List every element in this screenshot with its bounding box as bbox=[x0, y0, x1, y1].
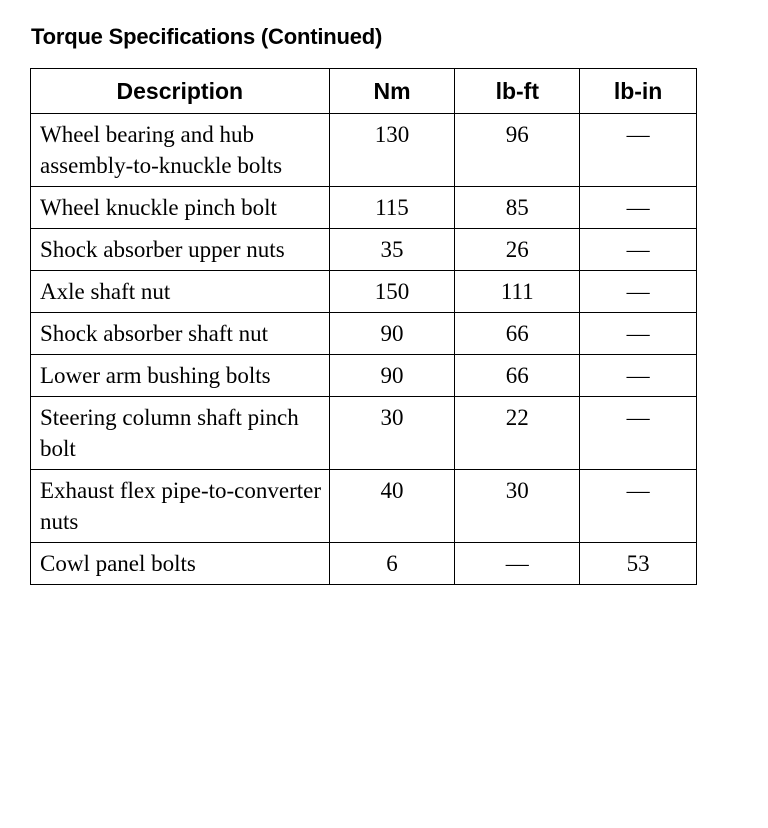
cell-lb-ft: 111 bbox=[454, 270, 581, 313]
header-lb-in: lb-in bbox=[579, 68, 697, 114]
cell-lb-in: — bbox=[579, 396, 697, 470]
cell-nm: 90 bbox=[328, 312, 456, 355]
cell-description: Steering column shaft pinch bolt bbox=[30, 396, 330, 470]
cell-lb-ft: 96 bbox=[454, 113, 581, 187]
cell-description: Cowl panel bolts bbox=[30, 542, 330, 585]
cell-lb-in: — bbox=[579, 354, 697, 397]
cell-lb-in: — bbox=[579, 228, 697, 271]
cell-lb-in: — bbox=[579, 270, 697, 313]
cell-description: Shock absorber shaft nut bbox=[30, 312, 330, 355]
table-row: Axle shaft nut 150 111— bbox=[30, 270, 697, 313]
cell-nm: 30 bbox=[328, 396, 456, 470]
header-description: Description bbox=[30, 68, 330, 114]
cell-nm: 115 bbox=[328, 186, 456, 229]
table-row: Lower arm bushing bolts 90 66— bbox=[30, 354, 697, 397]
cell-description: Wheel knuckle pinch bolt bbox=[30, 186, 330, 229]
table-row: Shock absorber upper nuts 35 26— bbox=[30, 228, 697, 271]
table-row: Steering column shaft pinch bolt 30 22— bbox=[30, 396, 697, 470]
table-row: Wheel bearing and hub assembly-to-knuckl… bbox=[30, 113, 697, 187]
cell-lb-ft: 30 bbox=[454, 469, 581, 543]
cell-description: Wheel bearing and hub assembly-to-knuckl… bbox=[30, 113, 330, 187]
table-header-row: Description Nm lb-ft lb-in bbox=[30, 68, 697, 114]
cell-lb-ft: 26 bbox=[454, 228, 581, 271]
cell-nm: 90 bbox=[328, 354, 456, 397]
cell-lb-in: 53 bbox=[579, 542, 697, 585]
cell-lb-ft: 22 bbox=[454, 396, 581, 470]
cell-lb-ft: 66 bbox=[454, 354, 581, 397]
table-row: Shock absorber shaft nut 90 66— bbox=[30, 312, 697, 355]
cell-lb-in: — bbox=[579, 186, 697, 229]
cell-nm: 6 bbox=[328, 542, 456, 585]
table-row: Exhaust flex pipe-to-converter nuts 40 30— bbox=[30, 469, 697, 543]
cell-lb-in: — bbox=[579, 312, 697, 355]
table-row: Cowl panel bolts 6—53 bbox=[30, 542, 697, 585]
cell-description: Axle shaft nut bbox=[30, 270, 330, 313]
cell-lb-in: — bbox=[579, 469, 697, 543]
table-row: Wheel knuckle pinch bolt 115 85— bbox=[30, 186, 697, 229]
cell-description: Shock absorber upper nuts bbox=[30, 228, 330, 271]
cell-nm: 150 bbox=[328, 270, 456, 313]
torque-spec-table: Description Nm lb-ft lb-in Wheel bearing… bbox=[30, 68, 697, 585]
cell-nm: 35 bbox=[328, 228, 456, 271]
cell-lb-ft: 85 bbox=[454, 186, 581, 229]
cell-nm: 40 bbox=[328, 469, 456, 543]
cell-lb-in: — bbox=[579, 113, 697, 187]
header-lb-ft: lb-ft bbox=[454, 68, 581, 114]
header-nm: Nm bbox=[328, 68, 456, 114]
page-title: Torque Specifications (Continued) bbox=[31, 24, 383, 49]
cell-nm: 130 bbox=[328, 113, 456, 187]
cell-description: Exhaust flex pipe-to-converter nuts bbox=[30, 469, 330, 543]
cell-lb-ft: 66 bbox=[454, 312, 581, 355]
cell-description: Lower arm bushing bolts bbox=[30, 354, 330, 397]
cell-lb-ft: — bbox=[454, 542, 581, 585]
